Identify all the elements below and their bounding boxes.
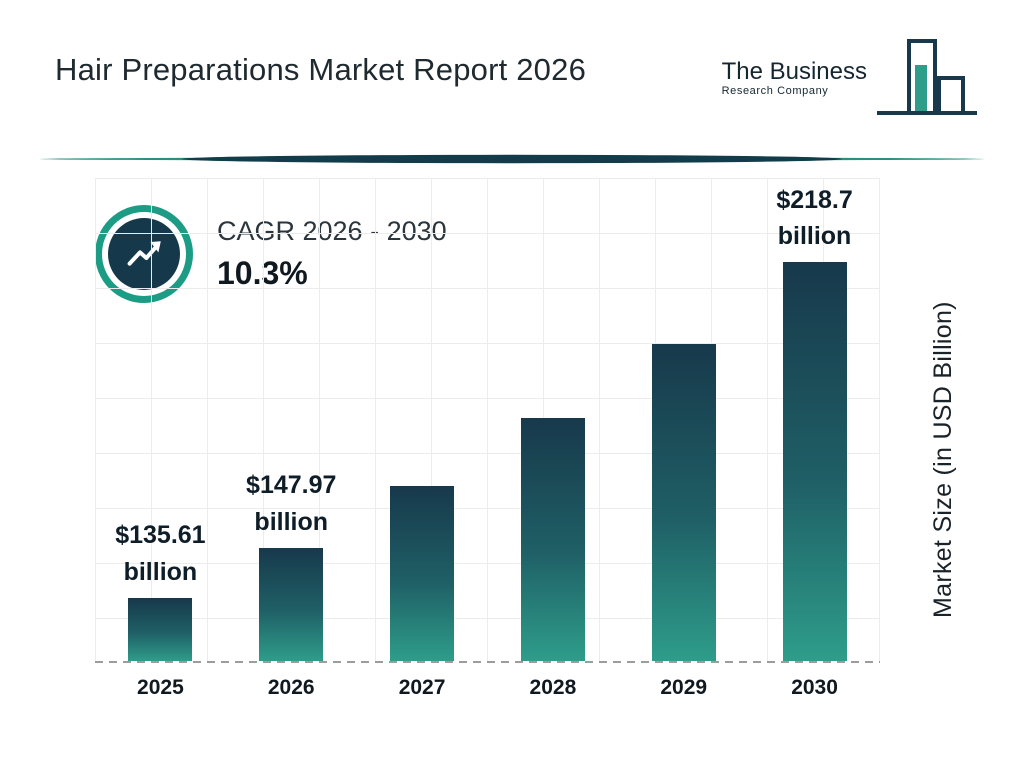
logo-name: The Business	[721, 58, 867, 86]
x-tick-2026: 2026	[267, 676, 315, 699]
bar-value-unit: billion	[777, 221, 852, 250]
x-tick-2030: 2030	[791, 676, 838, 699]
divider-line	[40, 154, 984, 164]
bar-2025	[128, 597, 193, 661]
bar-2026	[259, 547, 324, 661]
bar-chart-logo-icon	[877, 39, 977, 115]
bar-slot-2028	[487, 178, 618, 663]
bars-container: $135.61 billion $147.97 billion $218.7 billio…	[95, 178, 880, 663]
bar-chart: $135.61 billion $147.97 billion $218.7 billio…	[95, 178, 880, 663]
y-axis-title: Market Size (in USD Billion)	[929, 301, 957, 619]
bar-slot-2027	[357, 178, 488, 663]
bar-2029	[651, 343, 716, 661]
x-axis-labels: 2025 2026 2027 2028 2029 2030	[95, 676, 880, 700]
company-logo-text: The Business Research Company	[722, 59, 867, 96]
bar-value-amount: $147.97	[246, 471, 337, 500]
page-title: Hair Preparations Market Report 2026	[55, 52, 587, 87]
bar-slot-2025: $135.61 billion	[95, 178, 226, 663]
logo-subtitle: Research Company	[721, 84, 829, 97]
x-tick-2027: 2027	[398, 676, 446, 699]
x-axis-line	[95, 661, 880, 663]
bar-value-amount: $135.61	[115, 521, 206, 550]
bar-value-label-2030: $218.7 billion	[705, 182, 925, 255]
bar-2030	[782, 262, 847, 661]
bar-2028	[520, 418, 585, 661]
bar-slot-2029	[618, 178, 749, 663]
bar-slot-2030: $218.7 billion	[749, 178, 880, 663]
bar-value-unit: billion	[254, 507, 329, 536]
bar-value-label-2026: $147.97 billion	[181, 467, 401, 540]
bar-2027	[390, 486, 455, 661]
x-tick-2025: 2025	[137, 676, 184, 699]
bar-value-amount: $218.7	[776, 185, 853, 214]
bar-value-unit: billion	[123, 557, 198, 586]
company-logo: The Business Research Company	[722, 38, 979, 118]
bar-value-label-2025: $135.61 billion	[50, 517, 270, 590]
bar-slot-2026: $147.97 billion	[226, 178, 357, 663]
x-tick-2028: 2028	[529, 676, 577, 699]
x-tick-2029: 2029	[660, 676, 708, 699]
